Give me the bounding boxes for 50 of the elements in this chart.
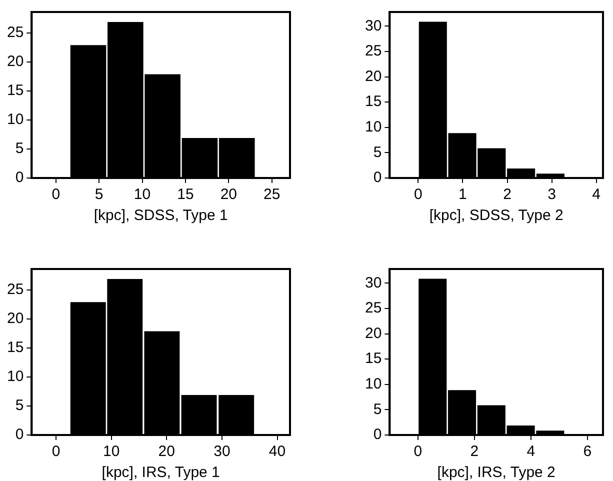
y-tick-label: 5 xyxy=(15,397,24,414)
y-tick-label: 0 xyxy=(373,169,382,186)
y-tick-label: 15 xyxy=(6,339,24,356)
x-tick-label: 5 xyxy=(94,186,104,204)
x-tick-label: 20 xyxy=(158,443,175,460)
y-tick-label: 30 xyxy=(364,274,382,292)
x-tick-label: 40 xyxy=(268,443,286,460)
x-axis-title: [kpc], SDSS, Type 1 xyxy=(94,207,228,224)
x-tick-label: 3 xyxy=(548,186,556,204)
y-tick-label: 25 xyxy=(364,300,382,317)
x-tick-label: 10 xyxy=(134,186,151,204)
x-tick-label: 25 xyxy=(264,186,280,204)
y-tick-label: 20 xyxy=(364,68,382,85)
x-tick-label: 0 xyxy=(414,443,422,460)
y-tick-label: 10 xyxy=(364,118,382,136)
x-tick-label: 20 xyxy=(220,186,238,204)
y-tick-label: 15 xyxy=(364,350,382,368)
x-tick-label: 0 xyxy=(52,443,60,460)
x-tick-label: 15 xyxy=(177,186,194,204)
y-tick-label: 0 xyxy=(15,426,24,444)
y-tick-label: 0 xyxy=(15,169,24,186)
y-tick-label: 15 xyxy=(6,82,24,100)
x-tick-label: 1 xyxy=(458,186,467,204)
y-tick-label: 25 xyxy=(6,24,24,42)
x-tick-label: 4 xyxy=(526,443,536,460)
y-tick-label: 20 xyxy=(6,310,24,328)
y-tick-label: 25 xyxy=(364,42,382,60)
x-tick-label: 4 xyxy=(592,186,600,204)
x-tick-label: 0 xyxy=(52,186,60,204)
x-axis-title: [kpc], IRS, Type 2 xyxy=(437,464,556,481)
x-axis-title: [kpc], IRS, Type 1 xyxy=(102,464,220,481)
x-tick-label: 2 xyxy=(470,443,479,460)
y-tick-label: 30 xyxy=(364,17,382,34)
x-axis-title: [kpc], SDSS, Type 2 xyxy=(429,207,564,224)
x-tick-label: 10 xyxy=(102,443,120,460)
y-tick-label: 0 xyxy=(373,426,382,444)
y-tick-label: 5 xyxy=(15,140,24,158)
y-tick-label: 5 xyxy=(373,400,382,418)
x-tick-label: 30 xyxy=(214,443,230,460)
y-tick-label: 5 xyxy=(373,144,382,161)
y-tick-label: 20 xyxy=(6,53,24,70)
x-tick-label: 0 xyxy=(414,186,422,204)
x-tick-label: 6 xyxy=(583,443,592,460)
y-tick-label: 10 xyxy=(6,368,24,386)
y-tick-label: 25 xyxy=(6,281,24,298)
y-tick-label: 10 xyxy=(6,111,24,128)
x-tick-label: 2 xyxy=(503,186,512,204)
y-tick-label: 15 xyxy=(364,93,382,110)
y-tick-label: 10 xyxy=(364,376,382,393)
y-tick-label: 20 xyxy=(364,324,382,342)
